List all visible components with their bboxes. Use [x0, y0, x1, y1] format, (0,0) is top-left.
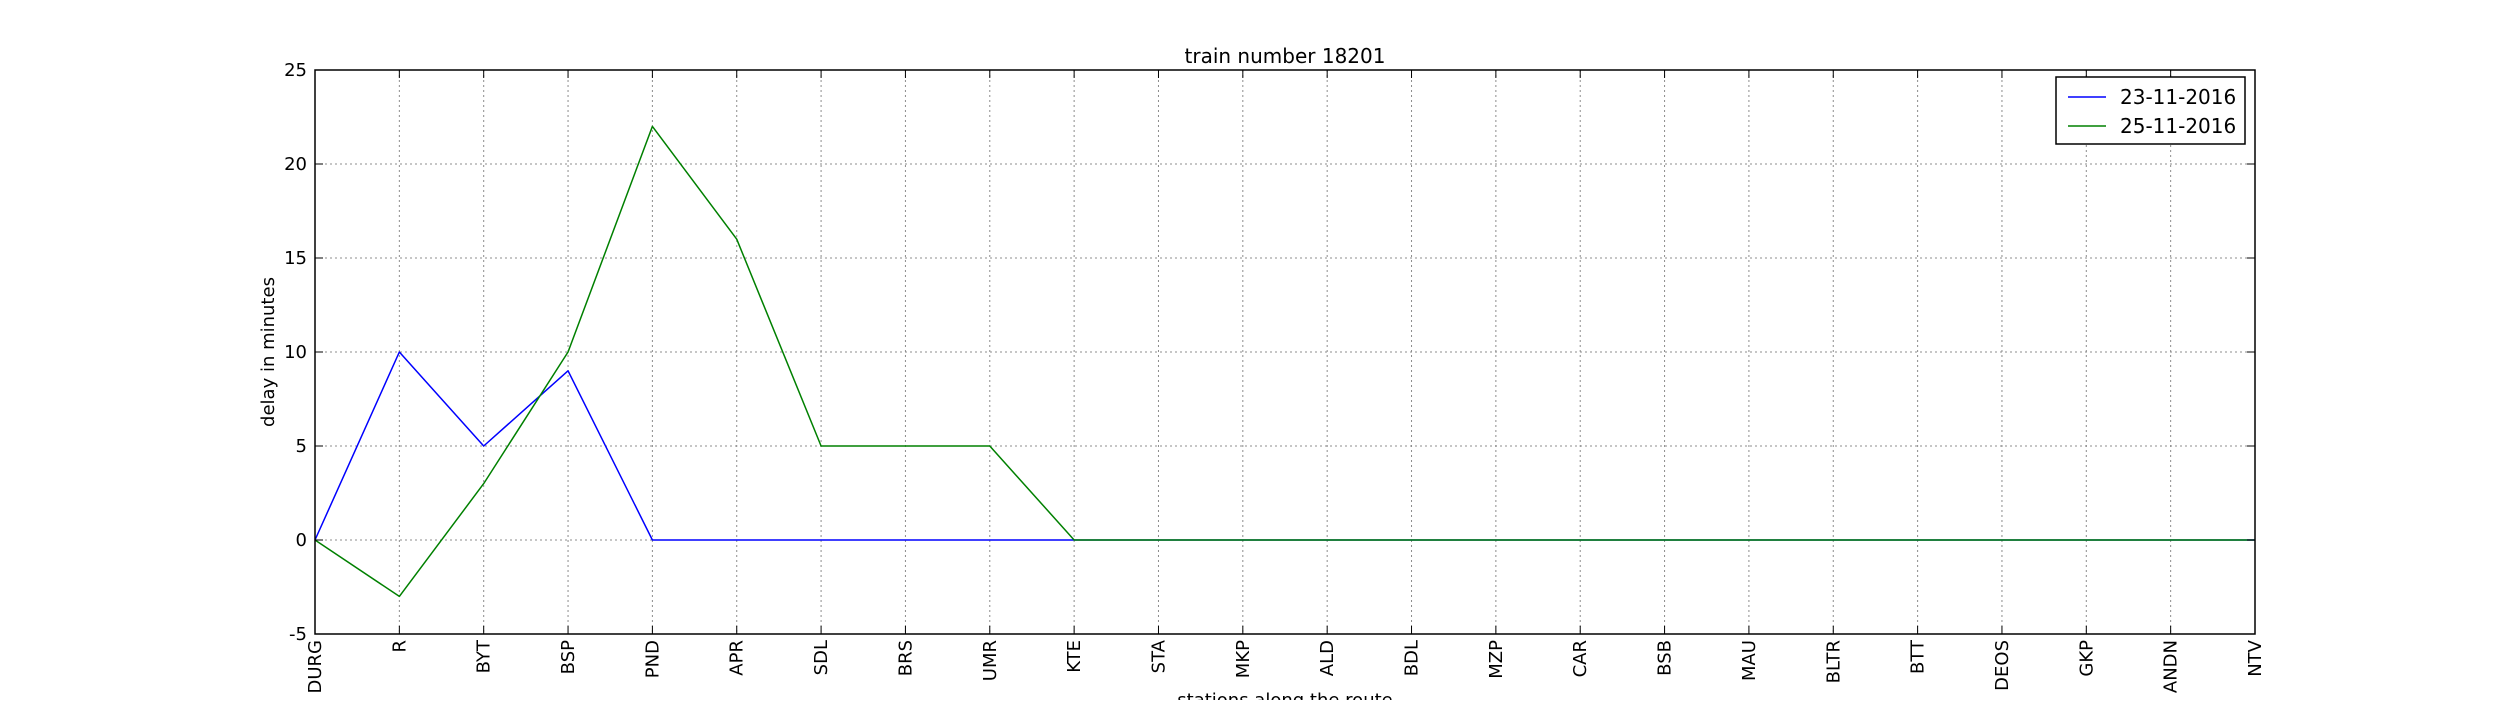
- y-tick-label: 0: [296, 530, 307, 551]
- x-tick-label: MAU: [1739, 640, 1760, 681]
- x-tick-label: BLTR: [1823, 640, 1844, 683]
- grid: [315, 70, 2255, 634]
- x-tick-label: UMR: [980, 640, 1001, 681]
- y-tick-label: 25: [284, 60, 307, 81]
- x-tick-label: DEOS: [1992, 640, 2013, 691]
- x-tick-label: CAR: [1570, 640, 1591, 677]
- x-tick-label: BDL: [1402, 640, 1423, 676]
- x-tick-label: DURG: [305, 640, 326, 694]
- chart-title: train number 18201: [1185, 44, 1386, 68]
- x-tick-label: BSP: [558, 640, 579, 674]
- x-tick-label: BSB: [1655, 640, 1676, 676]
- x-tick-label: GKP: [2076, 640, 2097, 677]
- x-tick-label: MZP: [1486, 640, 1507, 679]
- y-tick-label: 5: [296, 436, 307, 457]
- x-tick-label: MKP: [1233, 640, 1254, 678]
- x-tick-label: BTT: [1908, 639, 1929, 674]
- x-tick-label: BYT: [474, 639, 495, 673]
- x-tick-label: KTE: [1064, 640, 1085, 673]
- x-tick-label: PND: [642, 640, 663, 678]
- y-axis-label: delay in minutes: [258, 277, 279, 427]
- x-tick-label: SDL: [811, 640, 832, 675]
- x-tick-label: STA: [1148, 639, 1169, 673]
- y-tick-label: 10: [284, 342, 307, 363]
- legend-label-series-1: 23-11-2016: [2120, 85, 2236, 109]
- x-tick-label: ANDN: [2161, 640, 2182, 693]
- x-tick-label: BRS: [895, 640, 916, 676]
- x-tick-label: ALD: [1317, 640, 1338, 676]
- x-tick-label: APR: [727, 640, 748, 676]
- legend-label-series-2: 25-11-2016: [2120, 114, 2236, 138]
- y-tick-label: 15: [284, 248, 307, 269]
- x-tick-label: NTV: [2245, 639, 2266, 676]
- series-lines: [315, 126, 2255, 596]
- y-tick-label: 20: [284, 154, 307, 175]
- legend: 23-11-2016 25-11-2016: [2056, 77, 2245, 144]
- x-axis-label: stations along the route: [1177, 690, 1392, 700]
- series-line-2: [315, 126, 2255, 596]
- x-tick-label: R: [389, 640, 410, 653]
